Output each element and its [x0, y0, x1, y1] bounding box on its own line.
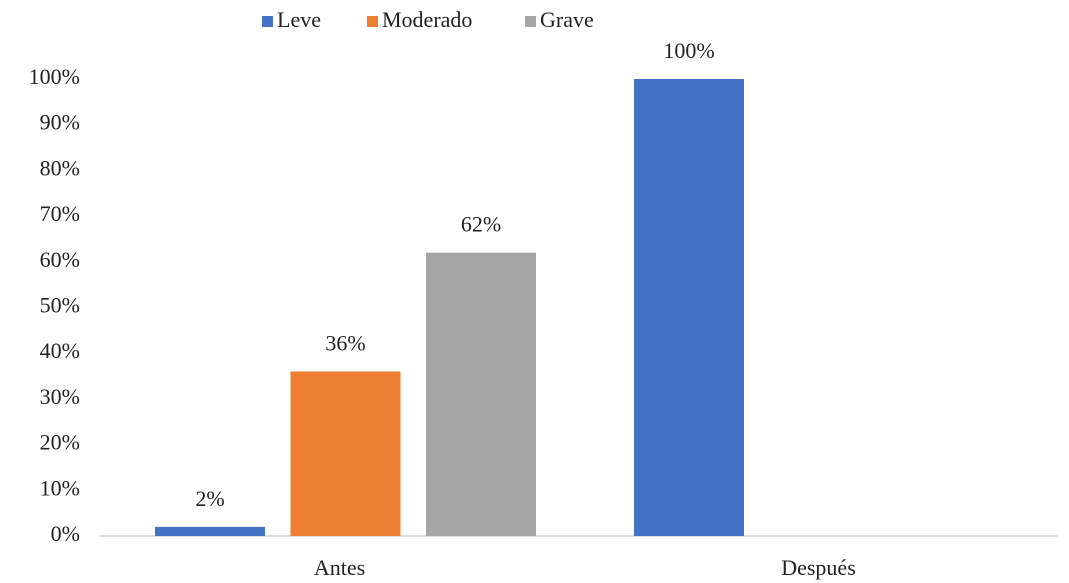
y-tick-label: 80%: [40, 155, 80, 180]
y-tick-label: 50%: [40, 293, 80, 318]
y-tick-label: 30%: [40, 384, 80, 409]
y-tick-label: 100%: [29, 64, 80, 89]
bar: [155, 526, 265, 536]
legend-swatch: [262, 16, 273, 27]
legend-label: Leve: [277, 7, 321, 32]
bar: [634, 79, 744, 536]
y-tick-label: 10%: [40, 475, 80, 500]
value-label: 100%: [663, 38, 714, 63]
x-tick-label: Antes: [314, 555, 365, 580]
bar: [426, 252, 536, 536]
value-label: 36%: [325, 331, 365, 356]
legend-swatch: [525, 16, 536, 27]
y-tick-label: 70%: [40, 201, 80, 226]
value-label: 62%: [461, 212, 501, 237]
legend-label: Grave: [540, 7, 594, 32]
y-tick-label: 20%: [40, 430, 80, 455]
value-label: 2%: [195, 486, 224, 511]
y-tick-label: 60%: [40, 247, 80, 272]
legend-label: Moderado: [382, 7, 472, 32]
y-tick-label: 40%: [40, 338, 80, 363]
x-tick-label: Después: [781, 555, 856, 580]
bar: [290, 371, 401, 536]
y-tick-label: 90%: [40, 110, 80, 135]
y-tick-label: 0%: [51, 521, 80, 546]
legend-swatch: [367, 16, 378, 27]
